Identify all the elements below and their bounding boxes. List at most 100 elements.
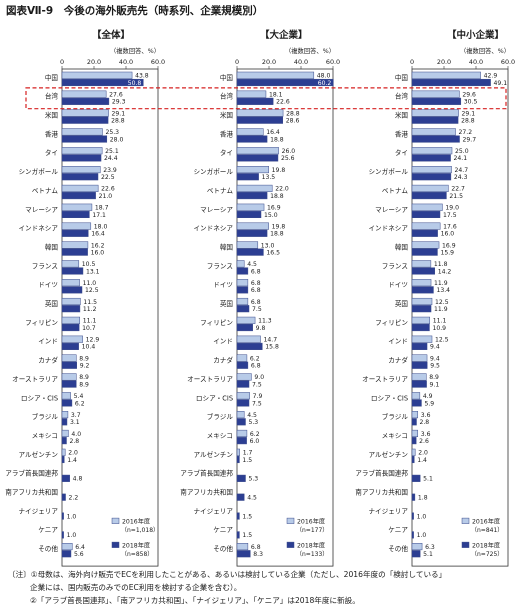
data-label-2018: 7.5 [252, 381, 262, 388]
bar-2016 [411, 297, 433, 306]
figure-title: 図表Ⅶ-9 今後の海外販売先（時系列、企業規模別） [6, 5, 264, 17]
category-label: インドネシア [193, 225, 233, 233]
data-label-2016: 3.7 [71, 412, 81, 419]
data-label-2018: 6.0 [250, 438, 260, 445]
bar-2018 [411, 474, 421, 482]
bar-2018 [411, 210, 441, 218]
bar-2018 [61, 286, 83, 294]
data-label-2018: 12.5 [85, 287, 99, 294]
category-label: 米国 [45, 111, 59, 120]
data-label-2016: 3.6 [421, 412, 431, 419]
bar-2016 [61, 222, 92, 230]
data-label-2016: 29.6 [462, 91, 476, 98]
x-tick-label: 40.0 [119, 58, 133, 66]
data-label-2018: 4.5 [247, 495, 257, 502]
bar-2016 [61, 448, 66, 456]
category-label: フランス [207, 262, 233, 270]
category-label: ベトナム [382, 187, 409, 195]
bar-2016 [61, 279, 80, 287]
data-label-2016: 25.0 [455, 148, 469, 155]
category-label: ケニア [213, 526, 233, 534]
data-label-2016: 6.2 [250, 355, 260, 362]
bar-2018 [236, 437, 247, 445]
data-label-2018: 15.8 [265, 344, 279, 351]
bar-2018 [411, 173, 452, 181]
bar-2018 [236, 78, 334, 87]
bar-2018 [236, 286, 249, 294]
data-label-2018: 9.2 [80, 363, 90, 370]
bar-2018 [236, 192, 268, 200]
category-label: 米国 [220, 111, 234, 120]
data-label-2016: 11.5 [83, 299, 97, 306]
data-label-2018: 18.8 [270, 136, 284, 143]
bar-2018 [236, 116, 284, 124]
category-label: 香港 [45, 129, 59, 138]
bar-2018 [61, 305, 81, 313]
category-label: タイ [395, 148, 408, 157]
legend-label: 2016年度 [122, 518, 150, 526]
data-label-2018: 2.6 [419, 438, 429, 445]
category-label: 香港 [220, 129, 234, 138]
data-label-2018: 7.5 [252, 400, 262, 407]
data-label-2018: 16.4 [91, 231, 105, 238]
legend-n-label: （n=725） [471, 551, 503, 558]
data-label-2018: 10.4 [82, 344, 96, 351]
category-label: メキシコ [207, 432, 233, 440]
bar-2018 [61, 531, 64, 539]
note-1-continued: 企業には、国内販売のみでのEC利用を検討する企業を含む）。 [30, 583, 242, 592]
data-label-2018: 9.1 [430, 381, 440, 388]
category-label: 台湾 [45, 92, 59, 101]
category-label: 韓国 [395, 242, 409, 251]
category-label: タイ [220, 148, 233, 157]
bar-2016 [411, 166, 452, 174]
bar-2016 [236, 241, 259, 249]
taiwan-highlight-box [25, 87, 507, 110]
bar-2018 [411, 135, 460, 143]
bar-2018 [236, 512, 240, 520]
data-label-2016: 22.6 [101, 186, 115, 193]
category-label: フィリピン [200, 319, 233, 327]
legend-swatch [461, 517, 470, 524]
bar-2018 [236, 493, 245, 501]
data-label-2016: 14.7 [264, 337, 278, 344]
bar-2016 [61, 109, 109, 117]
data-label-2016: 22.0 [275, 186, 289, 193]
x-tick-label: 40.0 [469, 58, 483, 66]
data-label-2018: 7.5 [252, 306, 262, 313]
data-label-2018: 5.1 [423, 476, 433, 483]
data-label-2018: 6.8 [251, 287, 261, 294]
data-label-2016: 18.0 [94, 223, 108, 230]
bar-2018 [61, 550, 72, 558]
data-label-2018: 1.8 [418, 495, 428, 502]
data-label-2016: 23.9 [103, 167, 117, 174]
data-label-2018: 2.8 [69, 438, 79, 445]
category-label: ドイツ [38, 281, 58, 289]
bar-2016 [61, 373, 77, 381]
data-label-2016: 5.4 [74, 393, 84, 400]
data-label-2016: 18.1 [269, 91, 283, 98]
x-tick-label: 0 [410, 58, 414, 66]
bar-2018 [411, 399, 422, 407]
bar-2016 [61, 203, 93, 211]
bar-2018 [236, 97, 274, 105]
bar-2016 [61, 392, 71, 400]
data-label-2018: 13.4 [436, 287, 450, 294]
category-label: シンガポール [193, 167, 233, 176]
bar-2016 [236, 335, 261, 343]
data-label-2016: 8.9 [429, 374, 439, 381]
bar-2016 [236, 109, 284, 117]
data-label-2016: 17.6 [443, 223, 457, 230]
data-label-2016: 11.1 [433, 318, 447, 325]
bar-2018 [411, 248, 438, 256]
data-label-2018: 16.5 [266, 249, 280, 256]
data-label-2018: 29.7 [463, 136, 477, 143]
bar-2018 [236, 324, 253, 332]
category-label: オーストラリア [12, 375, 58, 383]
data-label-2018: 1.0 [67, 513, 77, 520]
unit-label: （複数回答、%） [460, 46, 510, 55]
bar-2018 [61, 248, 88, 256]
panel-title: 【大企業】 [260, 29, 308, 41]
bar-2016 [61, 147, 103, 155]
data-label-2018: 9.5 [430, 363, 440, 370]
category-label: ナイジェリア [18, 507, 58, 515]
